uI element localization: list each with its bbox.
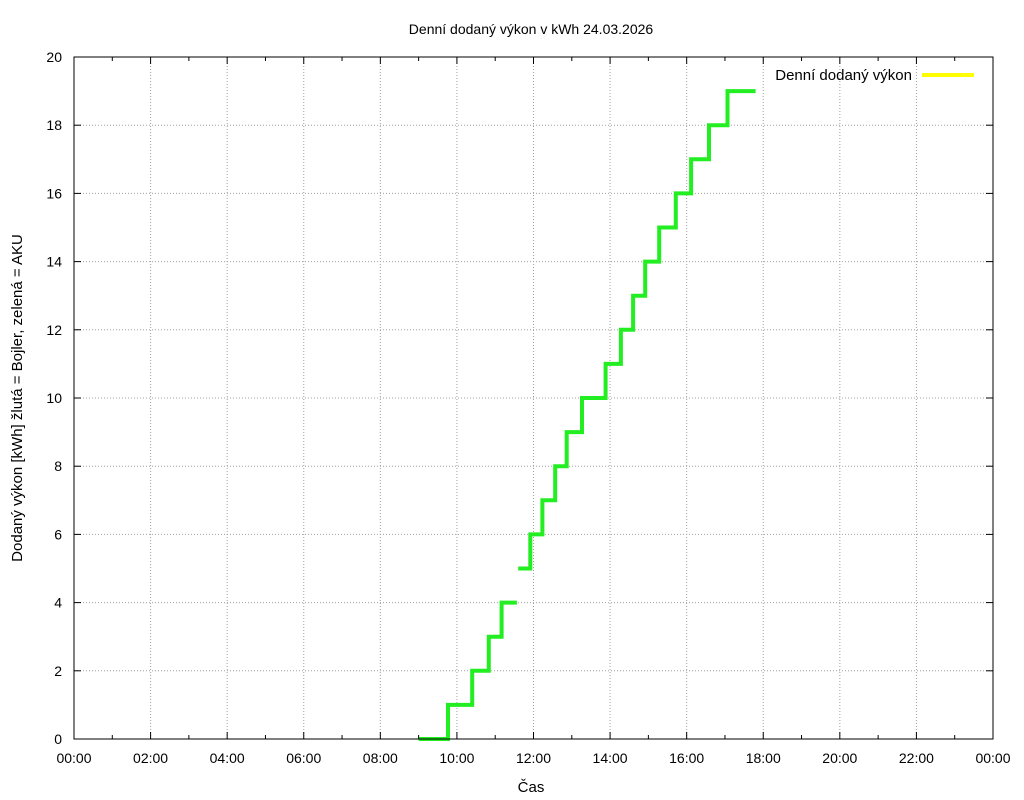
grid-lines [74,57,993,739]
y-tick-label: 6 [54,526,62,542]
legend-label: Denní dodaný výkon [775,67,912,84]
x-tick-label: 02:00 [133,750,168,766]
y-tick-label: 4 [54,595,62,611]
x-tick-label: 10:00 [439,750,474,766]
x-tick-label: 04:00 [210,750,245,766]
x-tick-label: 20:00 [822,750,857,766]
x-tick-label: 18:00 [746,750,781,766]
x-axis-label: Čas [518,779,545,796]
x-tick-label: 08:00 [363,750,398,766]
y-tick-label: 2 [54,663,62,679]
y-tick-label: 0 [54,731,62,747]
x-tick-label: 00:00 [975,750,1010,766]
y-tick-label: 8 [54,458,62,474]
tick-labels: 00:00 02:00 04:00 06:00 08:00 10:00 12:00 14:00… [46,49,1010,766]
y-tick-label: 18 [46,117,62,133]
x-tick-label: 22:00 [899,750,934,766]
y-tick-label: 12 [46,322,62,338]
y-tick-label: 10 [46,390,62,406]
x-tick-label: 00:00 [56,750,91,766]
y-axis-label: Dodaný výkon [kWh] žlutá = Bojler, zelen… [9,234,26,562]
x-tick-label: 16:00 [669,750,704,766]
y-tick-label: 16 [46,185,62,201]
x-tick-label: 12:00 [516,750,551,766]
ticks [73,56,994,740]
y-tick-label: 14 [46,254,62,270]
legend: Denní dodaný výkon [775,67,974,84]
series-layer [418,89,756,741]
x-tick-label: 06:00 [286,750,321,766]
y-tick-label: 20 [46,49,62,65]
series-1-line-segment [518,89,756,571]
x-tick-label: 14:00 [593,750,628,766]
chart-title: Denní dodaný výkon v kWh 24.03.2026 [409,21,654,37]
